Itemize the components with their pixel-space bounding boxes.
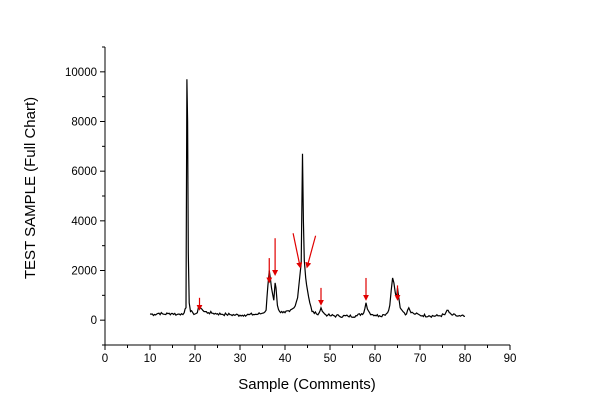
x-tick-label: 50	[324, 353, 337, 365]
series-layer	[149, 79, 466, 319]
x-tick-label: 40	[279, 353, 292, 365]
y-tick-label: 0	[91, 315, 97, 327]
x-tick-label: 80	[459, 353, 472, 365]
x-tick-label: 70	[414, 353, 427, 365]
annotation-arrow	[305, 235, 317, 269]
y-tick-label: 10000	[65, 67, 97, 79]
ticks: 0 10 20 30 40 50 60 70 80 90 0 2000 4000 6000 8000 1000…	[65, 46, 517, 365]
x-axis-title: Sample (Comments)	[238, 376, 376, 393]
x-tick-label: 20	[189, 353, 202, 365]
x-tick-label: 90	[504, 353, 517, 365]
y-tick-label: 8000	[71, 117, 97, 129]
x-tick-label: 0	[102, 353, 108, 365]
y-tick-label: 6000	[71, 166, 97, 178]
annotations	[196, 233, 401, 311]
x-tick-label: 60	[369, 353, 382, 365]
x-tick-label: 30	[234, 353, 247, 365]
series-line	[149, 79, 466, 319]
y-axis-title: TEST SAMPLE (Full Chart)	[22, 97, 39, 279]
y-tick-label: 2000	[71, 266, 97, 278]
x-tick-label: 10	[144, 353, 157, 365]
annotation-arrow	[292, 233, 303, 269]
y-tick-label: 4000	[71, 216, 97, 228]
axes	[104, 47, 510, 346]
